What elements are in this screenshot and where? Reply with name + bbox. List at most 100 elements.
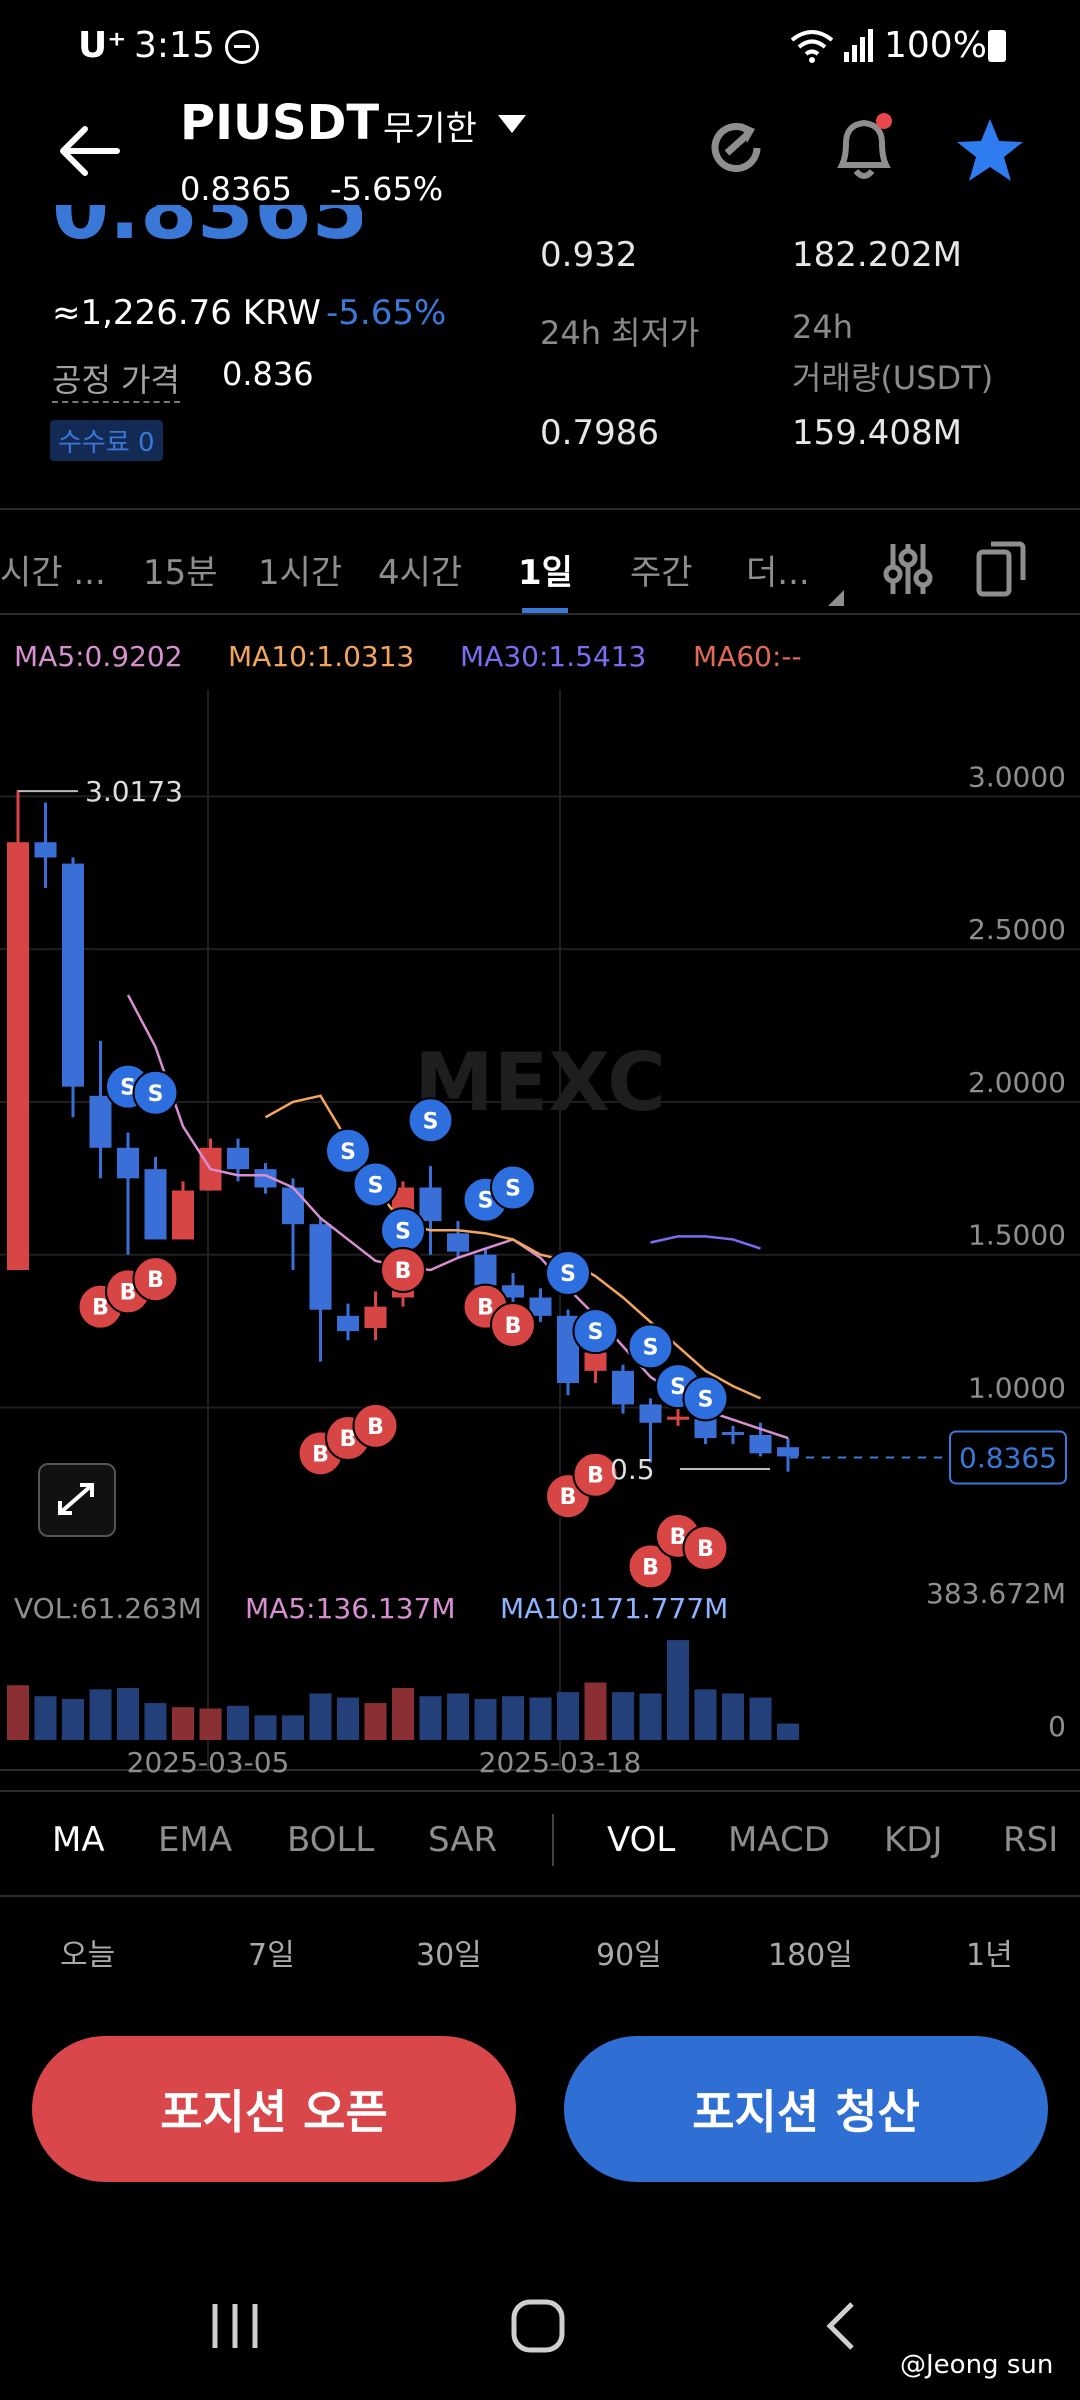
ma60-legend: MA60:-- bbox=[693, 640, 802, 673]
candle-body bbox=[364, 1306, 387, 1329]
volume-bar bbox=[282, 1715, 304, 1740]
recent-apps-icon[interactable] bbox=[205, 2298, 265, 2354]
volume-bars: 383.672M 0 bbox=[7, 1577, 1066, 1743]
back-arrow-icon[interactable] bbox=[55, 123, 121, 179]
marker-label: S bbox=[670, 1375, 686, 1400]
marker-label: S bbox=[395, 1219, 411, 1244]
indicator-tab-sar[interactable]: SAR bbox=[428, 1820, 498, 1860]
volume-bar bbox=[777, 1723, 799, 1740]
tab-weekly[interactable]: 주간 bbox=[630, 553, 693, 593]
candle-body bbox=[502, 1285, 524, 1298]
tab-minutes[interactable]: 시간 ... bbox=[0, 553, 106, 593]
volume-bar bbox=[7, 1685, 29, 1740]
volume-value: 182.202M bbox=[792, 235, 962, 275]
current-price-tag: 0.8365 bbox=[959, 1441, 1057, 1474]
candle-body bbox=[474, 1254, 497, 1286]
low-label: 24h 최저가 bbox=[540, 314, 700, 352]
volume-bar bbox=[337, 1697, 359, 1740]
indicator-separator bbox=[552, 1814, 554, 1866]
volume-bar bbox=[392, 1688, 414, 1740]
tab-1h[interactable]: 1시간 bbox=[258, 553, 343, 593]
indicator-tab-macd[interactable]: MACD bbox=[728, 1820, 830, 1860]
indicator-tab-kdj[interactable]: KDJ bbox=[884, 1820, 943, 1860]
y-tick-label: 2.0000 bbox=[968, 1066, 1066, 1099]
high-price-label: 3.0173 bbox=[85, 775, 183, 808]
signal-icon bbox=[844, 29, 873, 62]
period-180d[interactable]: 180일 bbox=[768, 1938, 853, 1973]
tab-15m[interactable]: 15분 bbox=[143, 553, 218, 593]
candle-body bbox=[337, 1315, 359, 1332]
candle-body bbox=[667, 1416, 689, 1420]
divider bbox=[0, 508, 1080, 510]
period-30d[interactable]: 30일 bbox=[416, 1938, 482, 1973]
pair-name[interactable]: PIUSDT bbox=[180, 95, 380, 151]
candle-body bbox=[777, 1447, 799, 1457]
chart-grid bbox=[0, 690, 1080, 1771]
close-position-button[interactable]: 포지션 청산 bbox=[564, 2036, 1048, 2182]
clock: 3:15 bbox=[134, 25, 215, 66]
period-90d[interactable]: 90일 bbox=[596, 1938, 662, 1973]
copy-layout-icon[interactable] bbox=[975, 540, 1027, 598]
sell-marker bbox=[325, 1127, 371, 1174]
volume-bar bbox=[34, 1696, 57, 1740]
ma-legend: MA5:0.9202 MA10:1.0313 MA30:1.5413 MA60:… bbox=[0, 640, 1080, 680]
expand-icon bbox=[58, 1483, 94, 1515]
period-1y[interactable]: 1년 bbox=[966, 1938, 1013, 1973]
fullscreen-button[interactable] bbox=[38, 1463, 116, 1537]
ma10-legend: MA10:1.0313 bbox=[228, 640, 415, 673]
indicator-tab-boll[interactable]: BOLL bbox=[287, 1820, 375, 1860]
indicator-tab-rsi[interactable]: RSI bbox=[1003, 1820, 1059, 1860]
vol-legend: VOL:61.263M bbox=[14, 1592, 202, 1625]
candle-body bbox=[172, 1190, 194, 1240]
notification-bell-icon[interactable] bbox=[832, 111, 896, 183]
volume-bar bbox=[199, 1708, 222, 1740]
contract-type[interactable]: 무기한 bbox=[383, 109, 477, 149]
low-value: 0.7986 bbox=[540, 413, 659, 453]
volume-top-label: 383.672M bbox=[926, 1577, 1066, 1610]
tab-1d[interactable]: 1일 bbox=[518, 553, 573, 593]
period-7d[interactable]: 7일 bbox=[248, 1938, 295, 1973]
active-tab-indicator bbox=[522, 608, 568, 613]
price-panel: 0.8365 ≈1,226.76 KRW -5.65% 공정 가격 0.836 … bbox=[0, 205, 1080, 505]
refresh-icon[interactable] bbox=[705, 117, 767, 179]
ma30-legend: MA30:1.5413 bbox=[460, 640, 647, 673]
marker-label: B bbox=[670, 1525, 687, 1550]
indicator-tab-ma[interactable]: MA bbox=[52, 1820, 105, 1860]
volume-bar bbox=[364, 1703, 387, 1740]
candle-body bbox=[227, 1147, 249, 1170]
volume-bar bbox=[557, 1692, 579, 1740]
tab-more[interactable]: 더... bbox=[746, 553, 810, 593]
volume-label-line2: 거래량(USDT) bbox=[792, 359, 994, 397]
header: PIUSDT 무기한 0.8365 -5.65% bbox=[0, 95, 1080, 208]
more-triangle-icon bbox=[828, 574, 844, 606]
candle-body bbox=[34, 842, 57, 858]
favorite-star-icon[interactable] bbox=[955, 117, 1025, 183]
period-today[interactable]: 오늘 bbox=[60, 1938, 116, 1973]
big-price: 0.8365 bbox=[52, 205, 362, 258]
marker-label: B bbox=[697, 1537, 714, 1562]
home-icon[interactable] bbox=[508, 2296, 568, 2356]
back-icon[interactable] bbox=[818, 2298, 866, 2354]
candle-body bbox=[309, 1224, 332, 1310]
header-change: -5.65% bbox=[330, 170, 444, 208]
dropdown-icon[interactable] bbox=[498, 115, 526, 133]
open-position-button[interactable]: 포지션 오픈 bbox=[32, 2036, 516, 2182]
volume-bar bbox=[529, 1697, 552, 1740]
volume-label-line1: 24h bbox=[792, 308, 853, 346]
fair-price-label[interactable]: 공정 가격 bbox=[52, 355, 180, 403]
volume-bar bbox=[667, 1640, 689, 1740]
tab-4h[interactable]: 4시간 bbox=[378, 553, 463, 593]
volume-bar bbox=[144, 1703, 167, 1740]
indicator-settings-icon[interactable] bbox=[883, 540, 933, 598]
marker-label: B bbox=[505, 1314, 522, 1339]
y-tick-label: 2.5000 bbox=[968, 913, 1066, 946]
candle-body bbox=[419, 1187, 442, 1222]
indicator-tab-ema[interactable]: EMA bbox=[158, 1820, 233, 1860]
marker-label: S bbox=[698, 1387, 714, 1412]
fair-price-value: 0.836 bbox=[222, 355, 314, 393]
indicator-tab-vol[interactable]: VOL bbox=[607, 1820, 676, 1860]
marker-label: B bbox=[147, 1268, 164, 1293]
sell-marker bbox=[682, 1375, 729, 1422]
volume-bar bbox=[749, 1697, 772, 1740]
